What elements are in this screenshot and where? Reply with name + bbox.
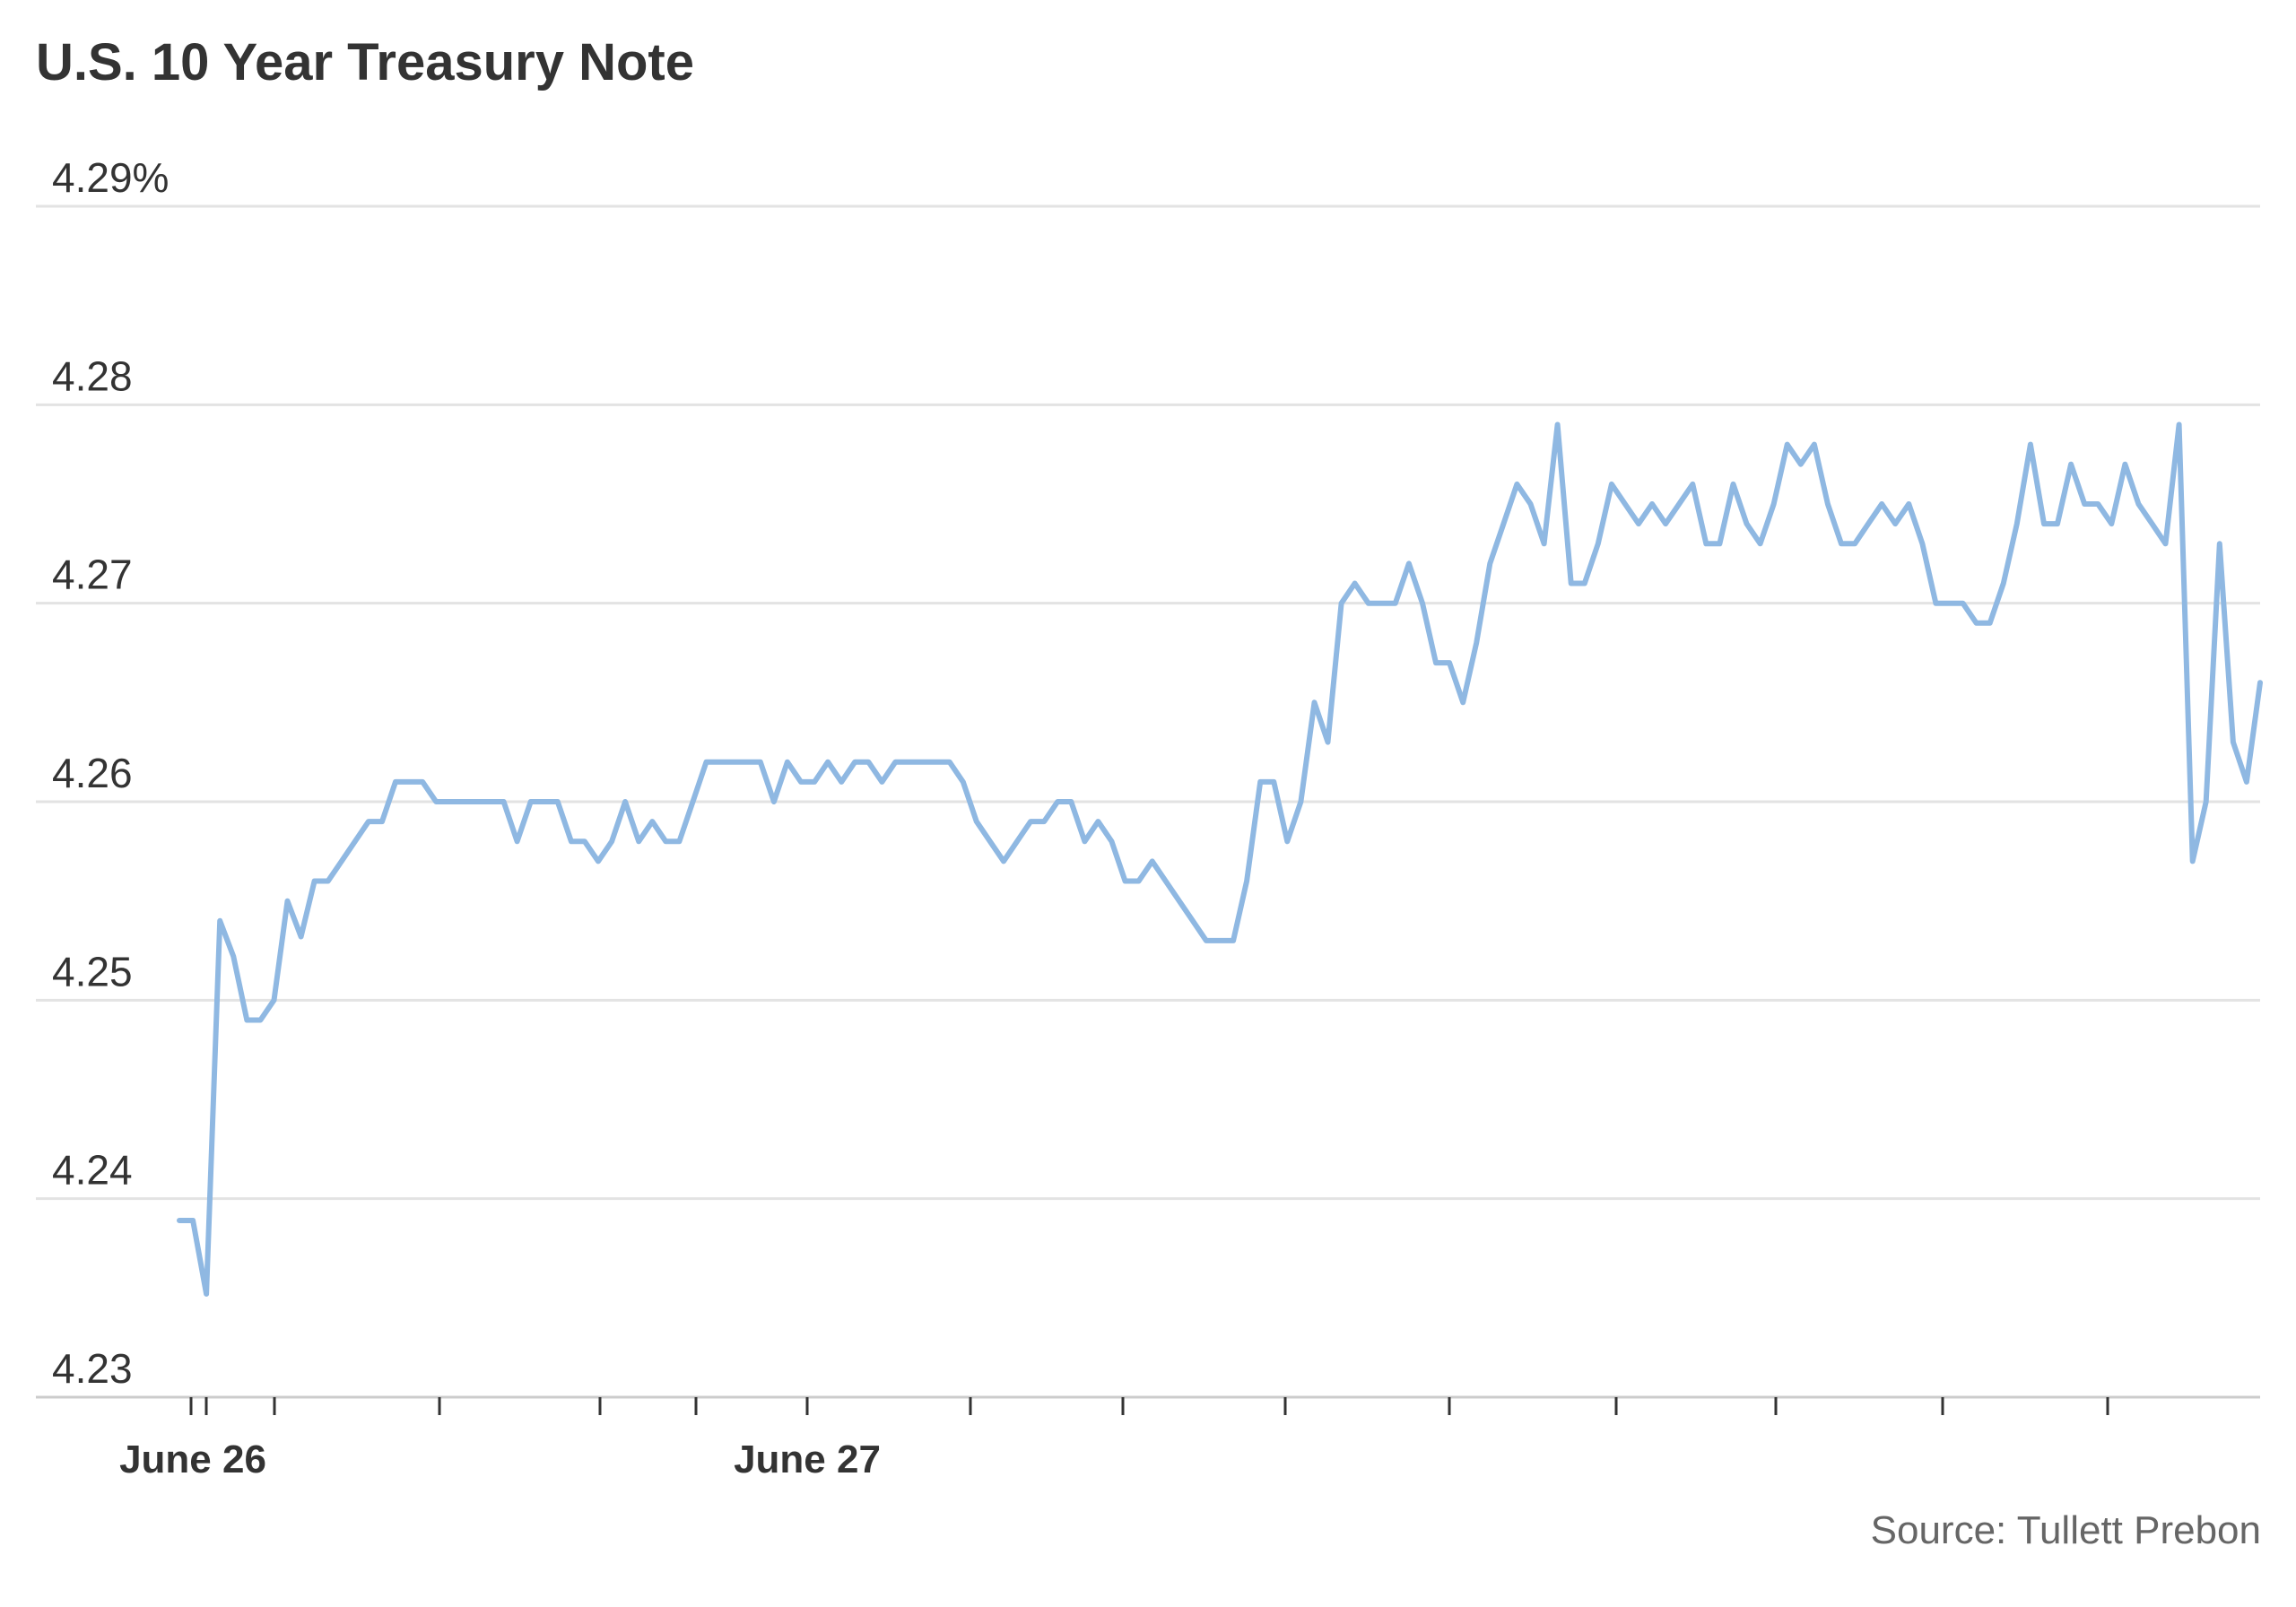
y-tick-label: 4.24 [52,1147,133,1194]
y-axis-labels: 4.23 4.24 4.25 4.26 4.27 4.28 4.29% [52,154,169,1392]
y-tick-label: 4.25 [52,948,133,995]
source-note: Source: Tullett Prebon [1870,1508,2261,1552]
y-tick-label: 4.27 [52,552,133,598]
x-tick-label: June 27 [734,1438,881,1481]
series-line [177,421,2263,1297]
x-axis: June 26 June 27 [36,1395,2260,1481]
series-layer [177,421,2263,1297]
y-tick-label: 4.26 [52,750,133,796]
y-tick-label: 4.29% [52,154,169,201]
y-tick-label: 4.23 [52,1345,133,1392]
y-tick-label: 4.28 [52,352,133,399]
chart-title: U.S. 10 Year Treasury Note [36,33,695,91]
gridlines [36,204,2260,1201]
x-tick-label: June 26 [119,1438,266,1481]
